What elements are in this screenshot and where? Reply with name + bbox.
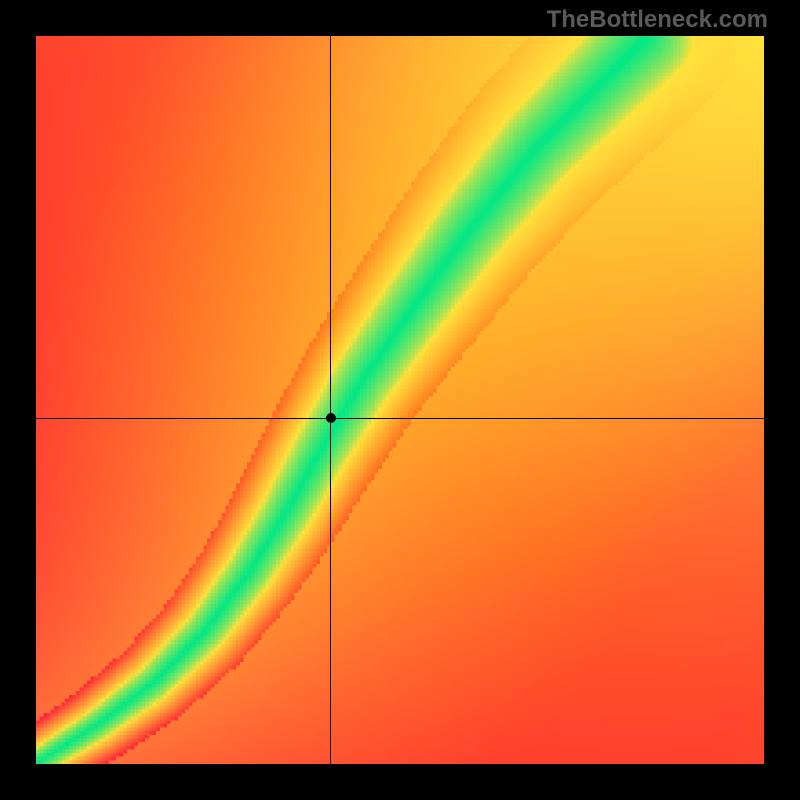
crosshair-horizontal — [36, 418, 764, 419]
crosshair-marker — [326, 413, 336, 423]
heatmap-plot — [36, 36, 764, 764]
heatmap-canvas — [36, 36, 764, 764]
watermark-text: TheBottleneck.com — [547, 6, 768, 34]
crosshair-vertical — [330, 36, 331, 764]
